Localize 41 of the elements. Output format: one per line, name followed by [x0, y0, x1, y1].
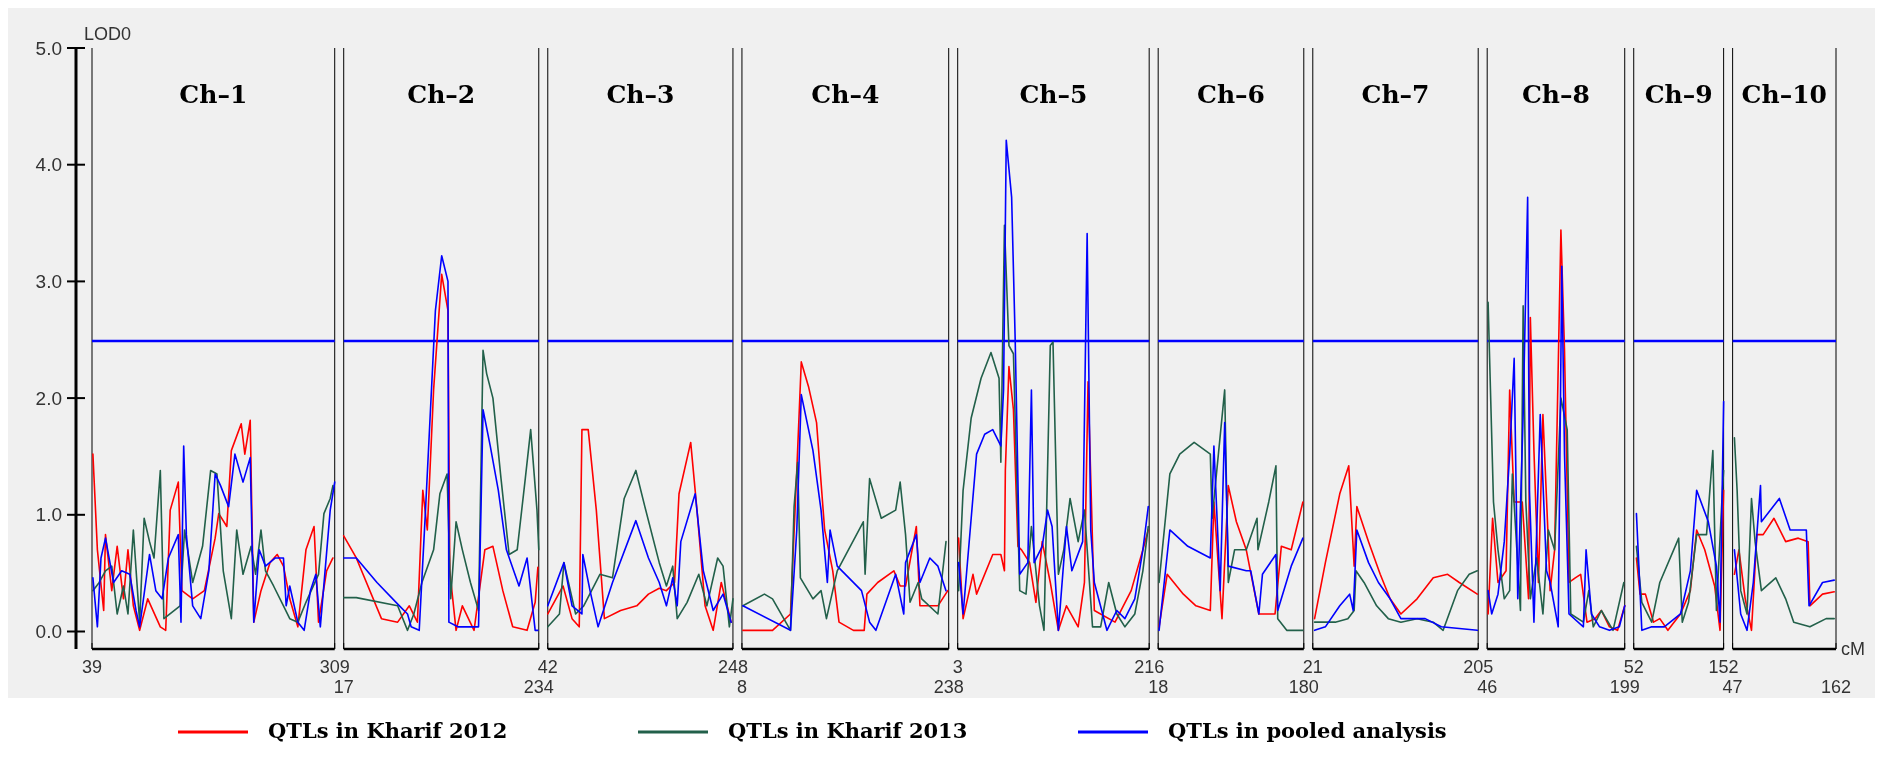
text: Ch–5 — [1019, 80, 1088, 109]
x-tick-label: 152 — [1708, 657, 1739, 677]
x-tick-label: 47 — [1722, 677, 1743, 697]
text: Ch–6 — [1197, 80, 1265, 109]
text: Ch–3 — [606, 80, 675, 109]
x-tick-label: 180 — [1288, 677, 1319, 697]
x-tick-label: 17 — [333, 677, 354, 697]
text: Ch–1 — [179, 80, 248, 109]
x-tick-label: 52 — [1623, 657, 1644, 677]
y-tick-label: 3.0 — [35, 271, 62, 293]
text: Ch–2 — [407, 80, 476, 109]
text: Ch–8 — [1521, 80, 1590, 109]
x-tick-label: 162 — [1820, 677, 1852, 697]
y-tick-label: 1.0 — [35, 504, 62, 526]
y-tick-label: 2.0 — [35, 387, 62, 409]
x-tick-label: 205 — [1463, 657, 1494, 677]
x-tick-label: 8 — [736, 677, 747, 697]
y-axis-title: LOD0 — [84, 24, 132, 44]
x-tick-label: 248 — [717, 657, 748, 677]
x-tick-label: 46 — [1477, 677, 1498, 697]
legend-label: QTLs in Kharif 2013 — [728, 718, 968, 743]
legend-label: QTLs in pooled analysis — [1168, 718, 1447, 743]
x-axis-title: cM — [1841, 639, 1865, 659]
x-tick-label: 21 — [1302, 657, 1323, 677]
x-tick-label: 199 — [1609, 677, 1640, 697]
y-tick-label: 4.0 — [35, 154, 62, 176]
y-tick-label: 5.0 — [35, 37, 62, 59]
x-tick-label: 309 — [319, 657, 350, 677]
x-tick-label: 39 — [81, 657, 103, 677]
text: Ch–7 — [1361, 80, 1430, 109]
x-tick-label: 3 — [952, 657, 963, 677]
x-tick-label: 234 — [523, 677, 554, 697]
x-tick-label: 18 — [1148, 677, 1169, 697]
y-tick-label: 0.0 — [35, 621, 62, 643]
x-tick-label: 42 — [537, 657, 558, 677]
text: Ch–4 — [811, 80, 880, 109]
legend-label: QTLs in Kharif 2012 — [268, 718, 508, 743]
x-tick-label: 238 — [933, 677, 964, 697]
text: Ch–10 — [1741, 80, 1827, 109]
x-tick-label: 216 — [1134, 657, 1165, 677]
text: Ch–9 — [1644, 80, 1713, 109]
